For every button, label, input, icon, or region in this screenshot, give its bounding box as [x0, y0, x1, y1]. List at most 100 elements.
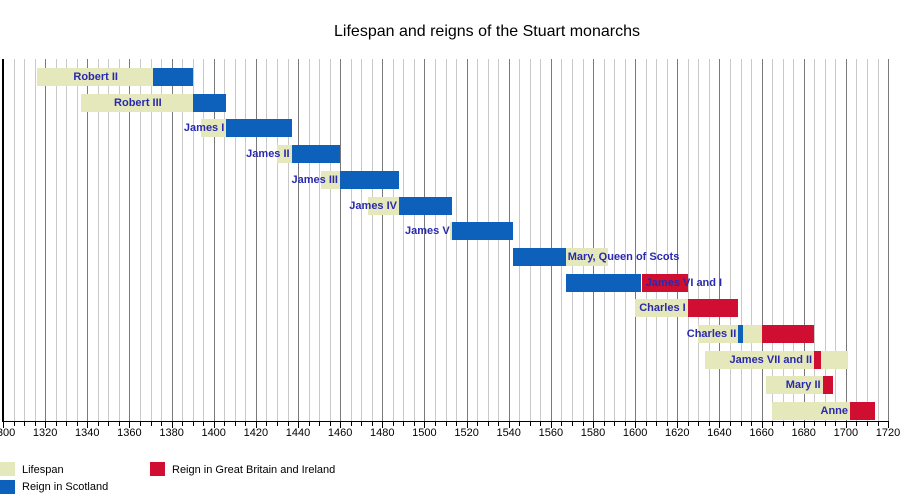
axis-tick [329, 422, 331, 426]
gridline-major [635, 59, 637, 421]
lifespan-bar-segment [201, 119, 227, 138]
gridline-minor [66, 59, 68, 421]
lifespan-bar-segment [81, 93, 193, 112]
lifespan-bar-segment [321, 170, 341, 189]
scotland-bar-segment [399, 196, 452, 215]
great-britain-bar-segment [687, 299, 739, 318]
lifespan-bar-segment [276, 145, 292, 164]
axis-tick [456, 422, 457, 426]
axis-tick [677, 422, 679, 428]
scotland-bar-segment [340, 170, 400, 189]
axis-tick [466, 422, 468, 428]
axis-tick-label: 1560 [538, 427, 564, 439]
axis-tick-label: 1300 [0, 427, 16, 439]
axis-tick [740, 422, 742, 426]
axis-tick [593, 422, 594, 428]
lifespan-bar-segment [765, 376, 823, 395]
gridline-minor [814, 59, 816, 421]
axis-tick [34, 422, 36, 426]
axis-tick-label: 1380 [159, 427, 184, 439]
axis-tick-label: 1440 [285, 427, 311, 439]
axis-tick [845, 422, 847, 428]
gridline-minor [856, 59, 858, 421]
axis-tick [772, 422, 774, 426]
axis-tick-label: 1400 [201, 427, 226, 439]
gridline-minor [403, 59, 405, 421]
axis-tick [603, 422, 605, 426]
axis-tick [182, 422, 184, 426]
axis-tick [382, 422, 384, 428]
monarch-label: James IV [349, 199, 397, 212]
axis-tick [635, 422, 637, 428]
gridline-major [424, 59, 426, 421]
axis-tick [371, 422, 373, 426]
monarch-label: Mary, Queen of Scots [567, 250, 680, 263]
axis-tick [413, 422, 415, 426]
axis-tick [445, 422, 447, 426]
axis-tick [245, 422, 247, 426]
gridline-minor [656, 59, 658, 421]
monarch-label: Robert III [114, 96, 162, 109]
axis-tick [118, 422, 120, 426]
gridline-major [888, 59, 889, 421]
gridline-major [677, 59, 679, 421]
gridline-minor [192, 59, 194, 421]
gridline-minor [782, 59, 784, 421]
gridline-minor [24, 59, 26, 421]
lifespan-bar-segment [36, 68, 153, 86]
great-britain-bar-segment [761, 324, 815, 343]
legend-label-great-britain: Reign in Great Britain and Ireland [172, 464, 336, 476]
axis-tick-label: 1540 [496, 427, 521, 439]
monarch-label: James V [405, 225, 450, 238]
axis-tick-label: 1500 [412, 427, 437, 439]
axis-tick [614, 422, 616, 426]
axis-tick [803, 422, 805, 428]
axis-tick [350, 422, 352, 426]
axis-tick [424, 422, 426, 428]
monarch-label: Robert II [73, 71, 118, 83]
axis-tick [213, 422, 215, 428]
scotland-bar-segment [512, 247, 566, 266]
gridline-minor [730, 59, 731, 421]
axis-tick [561, 422, 563, 426]
axis-tick [287, 422, 289, 426]
axis-tick [108, 422, 110, 426]
axis-tick [361, 422, 363, 426]
great-britain-bar-segment [822, 376, 834, 395]
gridline-minor [445, 59, 447, 421]
axis-tick [171, 422, 173, 428]
axis-tick [392, 422, 394, 426]
gridline-minor [234, 59, 236, 421]
gridline-minor [392, 59, 394, 421]
gridline-minor [740, 59, 742, 421]
gridline-minor [76, 59, 78, 421]
gridline-minor [529, 59, 531, 421]
axis-tick-label: 1480 [370, 427, 395, 439]
monarch-label: James III [291, 173, 338, 186]
axis-tick [140, 422, 141, 426]
reign-great-britain-swatch-icon [150, 462, 165, 476]
gridline-minor [413, 59, 415, 421]
axis-tick [266, 422, 268, 426]
axis-tick [66, 422, 68, 426]
axis-tick-label: 1460 [327, 427, 353, 439]
axis-tick-label: 1600 [622, 427, 648, 439]
monarch-label: Mary II [785, 379, 821, 392]
axis-tick [161, 422, 162, 426]
axis-tick [856, 422, 858, 426]
gridline-minor [108, 59, 110, 421]
axis-tick [203, 422, 205, 426]
axis-tick [76, 422, 78, 426]
axis-tick [97, 422, 99, 426]
axis-tick [582, 422, 584, 426]
gridline-major [761, 59, 763, 421]
lifespan-bar-segment [367, 196, 400, 215]
gridline-minor [182, 59, 184, 421]
axis-tick [888, 422, 889, 428]
lifespan-bar-segment [449, 222, 452, 241]
scotland-bar-segment [738, 324, 743, 343]
gridline-minor [150, 59, 152, 421]
axis-tick [793, 422, 795, 426]
gridline-major [340, 59, 342, 421]
gridline-major [719, 59, 721, 421]
